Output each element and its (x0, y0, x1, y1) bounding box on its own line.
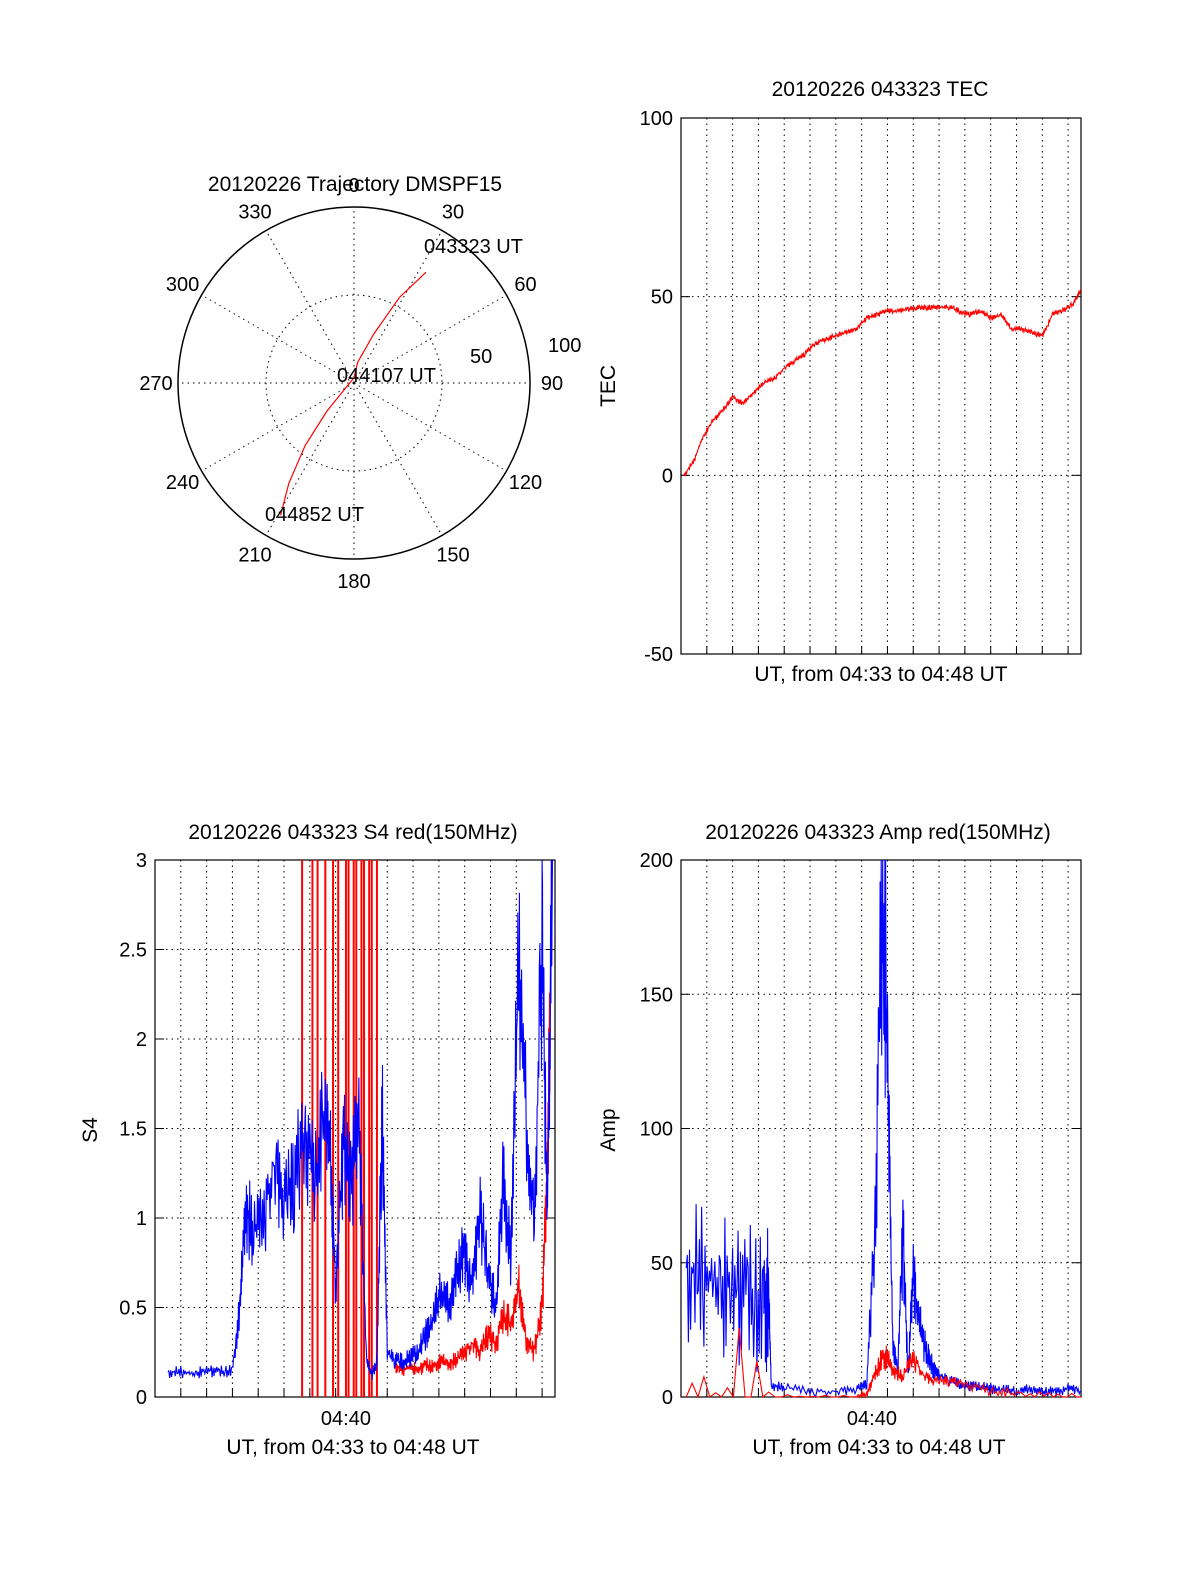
polar-angle-label: 90 (541, 373, 563, 395)
polar-spoke (353, 230, 443, 384)
y-tick-label: 0 (662, 465, 673, 487)
tec-grid (681, 118, 1081, 654)
polar-radial-label-100: 100 (548, 335, 581, 357)
y-tick-label: 0 (662, 1387, 673, 1409)
polar-grid (178, 207, 530, 559)
tec-frame (680, 117, 1082, 655)
tec-panel: 20120226 043323 TEC -50 0 50 100 UT, from 0… (597, 78, 1082, 686)
polar-spoke (265, 230, 355, 384)
y-tick-label: 50 (651, 287, 673, 309)
series-line (394, 859, 553, 1377)
y-tick-label: 50 (651, 1253, 673, 1275)
tec-y-ticks: -50 0 50 100 (640, 108, 1081, 666)
amp-title: 20120226 043323 Amp red(150MHz) (705, 821, 1051, 844)
amp-y-ticks: 0 50 100 150 200 04:40 (640, 850, 1081, 1430)
s4-y-ticks: 0 0.5 1 1.5 2 2.5 3 04:40 (119, 850, 555, 1430)
tec-series (683, 288, 1082, 477)
polar-angle-label: 150 (436, 544, 469, 566)
y-tick-label: -50 (644, 644, 673, 666)
y-tick-label: 100 (640, 1119, 673, 1141)
series-line (167, 859, 553, 1380)
tec-ylabel: TEC (597, 365, 620, 407)
polar-spoke (353, 382, 443, 536)
y-tick-label: 0 (136, 1387, 147, 1409)
y-tick-label: 3 (136, 850, 147, 872)
polar-spoke (353, 382, 507, 472)
x-tick-label: 04:40 (847, 1408, 897, 1430)
series-line (685, 859, 1082, 1399)
y-tick-label: 2 (136, 1029, 147, 1051)
series-line (685, 1327, 1082, 1400)
s4-title: 20120226 043323 S4 red(150MHz) (188, 821, 517, 844)
series-line (683, 288, 1082, 477)
amp-panel: 20120226 043323 Amp red(150MHz) 0 50 100 15… (597, 821, 1082, 1459)
polar-spoke (265, 382, 355, 536)
polar-spoke (201, 294, 355, 384)
polar-angle-label: 180 (337, 571, 370, 593)
y-tick-label: 2.5 (119, 940, 147, 962)
amp-ylabel: Amp (597, 1108, 620, 1151)
polar-angle-label: 330 (238, 202, 271, 224)
polar-title: 20120226 Trajectory DMSPF15 (208, 173, 502, 196)
polar-angle-label: 120 (509, 472, 542, 494)
track-start-label: 043323 UT (424, 236, 523, 258)
amp-xlabel: UT, from 04:33 to 04:48 UT (752, 1436, 1005, 1459)
polar-angle-label: 0 (348, 175, 359, 197)
amp-series (685, 859, 1082, 1400)
y-tick-label: 1 (136, 1208, 147, 1230)
polar-angle-label: 30 (442, 202, 464, 224)
polar-angle-label: 240 (166, 472, 199, 494)
polar-spoke (353, 294, 507, 384)
s4-xlabel: UT, from 04:33 to 04:48 UT (226, 1436, 479, 1459)
polar-angle-label: 60 (514, 274, 536, 296)
tec-title: 20120226 043323 TEC (772, 78, 989, 101)
polar-angle-labels: 0 30 60 90 120 150 180 210 240 270 300 330 (139, 175, 563, 593)
s4-ylabel: S4 (79, 1117, 102, 1143)
y-tick-label: 1.5 (119, 1119, 147, 1141)
s4-panel: 20120226 043323 S4 red(150MHz) 0 0.5 1 1.5 2… (79, 821, 556, 1459)
polar-radial-label-50: 50 (470, 346, 492, 368)
trajectory-track-line (280, 271, 427, 516)
y-tick-label: 100 (640, 108, 673, 130)
polar-angle-label: 300 (166, 274, 199, 296)
y-tick-label: 150 (640, 984, 673, 1006)
track-end-label: 044852 UT (265, 504, 364, 526)
polar-angle-label: 270 (139, 373, 172, 395)
x-tick-label: 04:40 (321, 1408, 371, 1430)
tec-xlabel: UT, from 04:33 to 04:48 UT (754, 663, 1007, 686)
polar-outer-ring (177, 206, 531, 560)
polar-angle-label: 210 (238, 544, 271, 566)
y-tick-label: 0.5 (119, 1298, 147, 1320)
trajectory-polar-plot: 20120226 Trajectory DMSPF15 0 30 60 90 120 15… (139, 173, 581, 593)
track-mid-label: 044107 UT (337, 365, 436, 387)
polar-spoke (201, 382, 355, 472)
y-tick-label: 200 (640, 850, 673, 872)
s4-series (167, 859, 553, 1397)
